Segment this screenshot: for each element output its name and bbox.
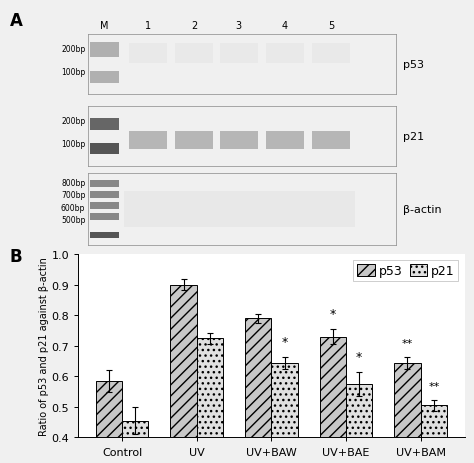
Text: p21: p21 xyxy=(403,131,424,142)
Text: 600bp: 600bp xyxy=(61,204,85,213)
Bar xyxy=(308,192,355,227)
Text: 700bp: 700bp xyxy=(61,191,85,200)
Text: 3: 3 xyxy=(236,21,242,31)
Bar xyxy=(90,144,119,155)
Bar xyxy=(90,192,119,199)
Bar xyxy=(90,181,119,188)
Text: 4: 4 xyxy=(282,21,288,31)
Legend: p53, p21: p53, p21 xyxy=(354,261,458,282)
Text: 800bp: 800bp xyxy=(61,178,85,188)
Text: M: M xyxy=(100,21,109,31)
Bar xyxy=(171,192,218,227)
Bar xyxy=(219,44,258,63)
Text: 200bp: 200bp xyxy=(61,45,85,54)
Bar xyxy=(312,44,350,63)
Text: *: * xyxy=(282,335,288,348)
Bar xyxy=(266,132,304,150)
Bar xyxy=(420,406,447,463)
Bar xyxy=(197,338,223,463)
Bar xyxy=(175,44,213,63)
Bar xyxy=(96,381,122,463)
Bar xyxy=(124,192,171,227)
Text: 100bp: 100bp xyxy=(61,68,85,76)
Bar xyxy=(175,132,213,150)
Text: **: ** xyxy=(428,382,439,392)
Bar xyxy=(219,132,258,150)
Text: p53: p53 xyxy=(403,60,424,70)
Text: 2: 2 xyxy=(191,21,197,31)
Bar xyxy=(129,44,167,63)
Bar xyxy=(266,44,304,63)
Bar xyxy=(90,72,119,84)
Bar xyxy=(319,337,346,463)
Bar xyxy=(129,132,167,150)
Y-axis label: Ratio of p53 and p21 against β-actin: Ratio of p53 and p21 against β-actin xyxy=(39,257,49,435)
Bar xyxy=(90,232,119,238)
Bar xyxy=(90,119,119,131)
Text: **: ** xyxy=(402,338,413,348)
Bar xyxy=(170,285,197,463)
Text: *: * xyxy=(330,308,336,321)
Text: β-actin: β-actin xyxy=(403,205,441,214)
Bar xyxy=(312,132,350,150)
Text: 500bp: 500bp xyxy=(61,216,85,225)
Bar xyxy=(90,43,119,57)
Bar xyxy=(90,202,119,209)
Bar xyxy=(346,384,373,463)
Bar xyxy=(90,213,119,220)
Text: 200bp: 200bp xyxy=(61,117,85,126)
Bar xyxy=(271,363,298,463)
Text: 100bp: 100bp xyxy=(61,139,85,148)
Bar xyxy=(262,192,308,227)
Bar xyxy=(245,319,271,463)
Text: 5: 5 xyxy=(328,21,334,31)
Text: *: * xyxy=(356,350,362,363)
Text: 1: 1 xyxy=(145,21,151,31)
Bar xyxy=(394,363,420,463)
Bar xyxy=(215,192,262,227)
Bar xyxy=(122,421,148,463)
Text: A: A xyxy=(9,12,22,30)
Text: B: B xyxy=(9,248,22,266)
